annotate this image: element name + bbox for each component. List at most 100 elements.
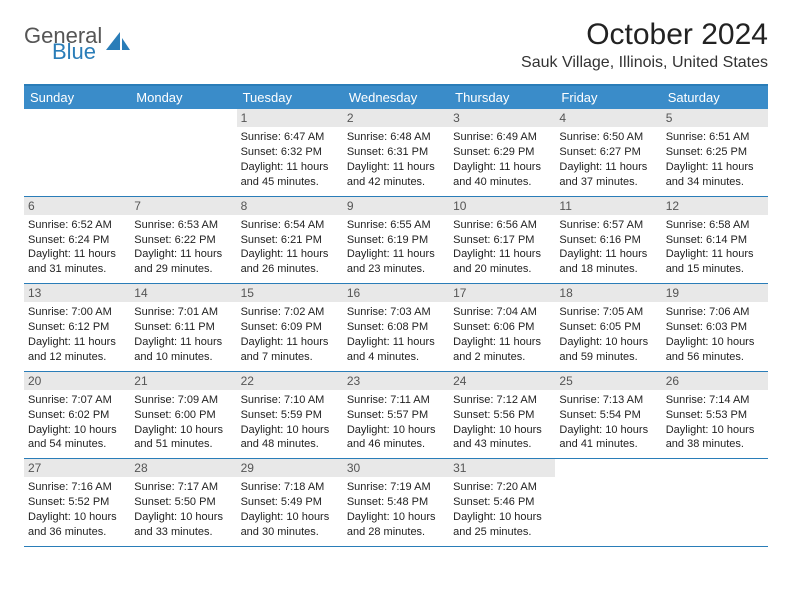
sunrise-text: Sunrise: 6:51 AM	[666, 130, 764, 145]
day-number: 28	[130, 459, 236, 477]
day-of-week-row: Sunday Monday Tuesday Wednesday Thursday…	[24, 86, 768, 109]
day-cell: 12Sunrise: 6:58 AMSunset: 6:14 PMDayligh…	[662, 197, 768, 284]
week-row: 13Sunrise: 7:00 AMSunset: 6:12 PMDayligh…	[24, 284, 768, 372]
day-cell: 5Sunrise: 6:51 AMSunset: 6:25 PMDaylight…	[662, 109, 768, 196]
day-number: 7	[130, 197, 236, 215]
day-number: 17	[449, 284, 555, 302]
daylight-text: Daylight: 10 hours and 28 minutes.	[347, 510, 445, 540]
title-block: October 2024 Sauk Village, Illinois, Uni…	[521, 18, 768, 72]
day-cell: 14Sunrise: 7:01 AMSunset: 6:11 PMDayligh…	[130, 284, 236, 371]
day-number: 16	[343, 284, 449, 302]
day-cell: 2Sunrise: 6:48 AMSunset: 6:31 PMDaylight…	[343, 109, 449, 196]
sunset-text: Sunset: 6:19 PM	[347, 233, 445, 248]
week-row: 6Sunrise: 6:52 AMSunset: 6:24 PMDaylight…	[24, 197, 768, 285]
sunrise-text: Sunrise: 6:47 AM	[241, 130, 339, 145]
day-number: 20	[24, 372, 130, 390]
sunrise-text: Sunrise: 7:10 AM	[241, 393, 339, 408]
day-number: 23	[343, 372, 449, 390]
sunset-text: Sunset: 5:46 PM	[453, 495, 551, 510]
day-number: 26	[662, 372, 768, 390]
daylight-text: Daylight: 10 hours and 56 minutes.	[666, 335, 764, 365]
day-cell: 18Sunrise: 7:05 AMSunset: 6:05 PMDayligh…	[555, 284, 661, 371]
sunrise-text: Sunrise: 7:11 AM	[347, 393, 445, 408]
calendar: Sunday Monday Tuesday Wednesday Thursday…	[24, 84, 768, 547]
sunrise-text: Sunrise: 6:52 AM	[28, 218, 126, 233]
day-cell: 10Sunrise: 6:56 AMSunset: 6:17 PMDayligh…	[449, 197, 555, 284]
day-cell: 9Sunrise: 6:55 AMSunset: 6:19 PMDaylight…	[343, 197, 449, 284]
day-number: 15	[237, 284, 343, 302]
sunset-text: Sunset: 5:48 PM	[347, 495, 445, 510]
dow-saturday: Saturday	[662, 86, 768, 109]
dow-friday: Friday	[555, 86, 661, 109]
sunrise-text: Sunrise: 6:54 AM	[241, 218, 339, 233]
daylight-text: Daylight: 11 hours and 45 minutes.	[241, 160, 339, 190]
sunset-text: Sunset: 6:11 PM	[134, 320, 232, 335]
sunset-text: Sunset: 6:25 PM	[666, 145, 764, 160]
sunrise-text: Sunrise: 7:02 AM	[241, 305, 339, 320]
day-cell: 20Sunrise: 7:07 AMSunset: 6:02 PMDayligh…	[24, 372, 130, 459]
sunset-text: Sunset: 6:05 PM	[559, 320, 657, 335]
sunrise-text: Sunrise: 7:19 AM	[347, 480, 445, 495]
sunset-text: Sunset: 6:22 PM	[134, 233, 232, 248]
sunset-text: Sunset: 5:52 PM	[28, 495, 126, 510]
logo: General Blue	[24, 18, 132, 62]
day-cell: 23Sunrise: 7:11 AMSunset: 5:57 PMDayligh…	[343, 372, 449, 459]
daylight-text: Daylight: 11 hours and 34 minutes.	[666, 160, 764, 190]
sunset-text: Sunset: 6:32 PM	[241, 145, 339, 160]
daylight-text: Daylight: 11 hours and 40 minutes.	[453, 160, 551, 190]
day-number: 13	[24, 284, 130, 302]
sunrise-text: Sunrise: 7:03 AM	[347, 305, 445, 320]
sail-icon	[106, 32, 132, 59]
sunset-text: Sunset: 5:49 PM	[241, 495, 339, 510]
sunset-text: Sunset: 5:54 PM	[559, 408, 657, 423]
sunset-text: Sunset: 6:02 PM	[28, 408, 126, 423]
month-year: October 2024	[521, 18, 768, 52]
sunset-text: Sunset: 6:12 PM	[28, 320, 126, 335]
sunrise-text: Sunrise: 7:18 AM	[241, 480, 339, 495]
day-cell: 25Sunrise: 7:13 AMSunset: 5:54 PMDayligh…	[555, 372, 661, 459]
dow-thursday: Thursday	[449, 86, 555, 109]
sunrise-text: Sunrise: 7:09 AM	[134, 393, 232, 408]
weeks-container: 1Sunrise: 6:47 AMSunset: 6:32 PMDaylight…	[24, 109, 768, 547]
sunrise-text: Sunrise: 6:50 AM	[559, 130, 657, 145]
sunrise-text: Sunrise: 6:57 AM	[559, 218, 657, 233]
day-number: 27	[24, 459, 130, 477]
sunset-text: Sunset: 6:08 PM	[347, 320, 445, 335]
sunrise-text: Sunrise: 7:04 AM	[453, 305, 551, 320]
dow-tuesday: Tuesday	[237, 86, 343, 109]
day-cell: 17Sunrise: 7:04 AMSunset: 6:06 PMDayligh…	[449, 284, 555, 371]
day-cell	[555, 459, 661, 546]
day-cell: 21Sunrise: 7:09 AMSunset: 6:00 PMDayligh…	[130, 372, 236, 459]
sunrise-text: Sunrise: 7:13 AM	[559, 393, 657, 408]
day-number: 21	[130, 372, 236, 390]
daylight-text: Daylight: 10 hours and 48 minutes.	[241, 423, 339, 453]
day-number: 1	[237, 109, 343, 127]
daylight-text: Daylight: 11 hours and 37 minutes.	[559, 160, 657, 190]
day-cell	[662, 459, 768, 546]
daylight-text: Daylight: 10 hours and 41 minutes.	[559, 423, 657, 453]
day-cell: 19Sunrise: 7:06 AMSunset: 6:03 PMDayligh…	[662, 284, 768, 371]
day-number: 19	[662, 284, 768, 302]
day-number: 6	[24, 197, 130, 215]
sunrise-text: Sunrise: 6:56 AM	[453, 218, 551, 233]
day-cell: 30Sunrise: 7:19 AMSunset: 5:48 PMDayligh…	[343, 459, 449, 546]
day-number: 12	[662, 197, 768, 215]
daylight-text: Daylight: 11 hours and 2 minutes.	[453, 335, 551, 365]
day-number: 3	[449, 109, 555, 127]
sunrise-text: Sunrise: 7:20 AM	[453, 480, 551, 495]
day-number: 29	[237, 459, 343, 477]
sunrise-text: Sunrise: 7:17 AM	[134, 480, 232, 495]
sunrise-text: Sunrise: 7:05 AM	[559, 305, 657, 320]
sunrise-text: Sunrise: 7:12 AM	[453, 393, 551, 408]
dow-monday: Monday	[130, 86, 236, 109]
sunset-text: Sunset: 5:53 PM	[666, 408, 764, 423]
sunset-text: Sunset: 5:57 PM	[347, 408, 445, 423]
sunrise-text: Sunrise: 7:16 AM	[28, 480, 126, 495]
day-number: 31	[449, 459, 555, 477]
sunset-text: Sunset: 6:09 PM	[241, 320, 339, 335]
sunrise-text: Sunrise: 7:07 AM	[28, 393, 126, 408]
day-number: 4	[555, 109, 661, 127]
sunset-text: Sunset: 6:14 PM	[666, 233, 764, 248]
sunrise-text: Sunrise: 7:14 AM	[666, 393, 764, 408]
daylight-text: Daylight: 11 hours and 20 minutes.	[453, 247, 551, 277]
